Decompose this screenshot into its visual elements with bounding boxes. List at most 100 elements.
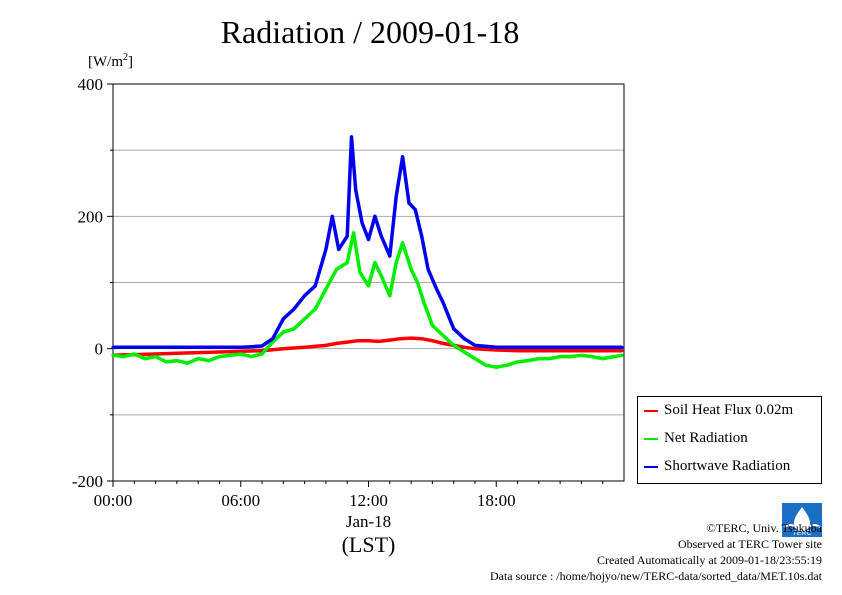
series-point-2: [281, 317, 285, 321]
y-tick-label: 200: [78, 207, 104, 226]
series-point-1: [313, 307, 317, 311]
y-tick-label: 0: [95, 340, 104, 359]
series-point-2: [303, 294, 307, 298]
logo-text: TERC: [792, 530, 811, 537]
series-point-2: [175, 345, 179, 349]
series-point-2: [462, 337, 466, 341]
series-point-1: [303, 317, 307, 321]
legend-label-soil: Soil Heat Flux 0.02m: [664, 402, 794, 418]
series-point-2: [249, 345, 253, 349]
series-point-2: [426, 267, 430, 271]
legend-label-shortwave: Shortwave Radiation: [664, 458, 791, 474]
series-point-0: [281, 347, 285, 351]
series-point-1: [537, 356, 541, 361]
series-point-1: [379, 274, 383, 278]
series-point-2: [537, 345, 541, 349]
series-point-1: [388, 294, 392, 298]
credits-block: ©TERC, Univ. Tsukuba Observed at TERC To…: [490, 520, 822, 584]
series-point-2: [196, 345, 200, 349]
series-point-1: [249, 355, 253, 359]
series-point-2: [494, 345, 498, 349]
series-point-1: [462, 350, 466, 354]
series-point-2: [313, 284, 317, 288]
series-point-2: [349, 135, 354, 139]
series-point-2: [324, 247, 328, 252]
series-point-0: [377, 339, 381, 343]
series-point-2: [388, 254, 392, 258]
unit-close: ]: [128, 54, 133, 70]
series-point-2: [379, 234, 383, 238]
series-point-2: [111, 345, 115, 349]
series-point-2: [330, 214, 334, 218]
series-point-2: [366, 237, 371, 242]
x-date-label: Jan-18: [346, 512, 391, 531]
chart-legend: Soil Heat Flux 0.02m Net Radiation Short…: [637, 396, 822, 484]
series-point-2: [239, 345, 243, 349]
series-point-0: [239, 349, 243, 353]
series-point-0: [462, 345, 466, 349]
series-point-2: [407, 201, 411, 205]
series-point-2: [420, 234, 424, 238]
series-point-0: [537, 349, 541, 353]
series-point-2: [394, 194, 398, 199]
series-point-1: [122, 355, 126, 359]
x-tick-label: 18:00: [477, 491, 516, 510]
series-point-1: [207, 358, 211, 363]
series-point-1: [260, 352, 264, 356]
series-point-1: [620, 353, 624, 357]
series-point-2: [413, 208, 417, 212]
series-point-1: [430, 323, 434, 328]
series-point-1: [239, 352, 243, 356]
series-point-1: [526, 358, 530, 363]
series-point-2: [153, 345, 158, 349]
series-point-1: [345, 261, 349, 265]
series-point-0: [324, 343, 328, 347]
series-point-0: [366, 339, 371, 343]
series-point-1: [334, 267, 339, 271]
credit-copyright: ©TERC, Univ. Tsukuba: [706, 521, 822, 535]
series-point-1: [394, 261, 398, 265]
series-point-0: [620, 349, 624, 353]
series-point-1: [324, 287, 328, 291]
legend-item-net-radiation: Net Radiation: [644, 430, 748, 450]
series-point-1: [547, 356, 552, 361]
series-point-1: [185, 361, 190, 365]
chart-title: Radiation / 2009-01-18: [220, 14, 520, 50]
credit-site: Observed at TERC Tower site: [677, 537, 822, 551]
series-point-1: [558, 355, 562, 359]
series-point-2: [260, 344, 264, 348]
series-point-2: [620, 345, 624, 349]
series-point-1: [153, 355, 158, 359]
series-point-0: [334, 341, 339, 345]
series-point-1: [579, 353, 584, 357]
series-point-2: [345, 234, 349, 238]
series-point-0: [196, 351, 200, 355]
series-point-0: [441, 341, 445, 345]
series-point-1: [175, 358, 179, 363]
series-point-2: [292, 307, 296, 311]
y-tick-label: 400: [78, 75, 104, 94]
series-point-0: [409, 336, 413, 340]
credit-created: Created Automatically at 2009-01-18/23:5…: [597, 553, 822, 567]
series-point-2: [337, 247, 341, 252]
series-point-0: [430, 339, 434, 343]
series-point-2: [435, 287, 439, 291]
series-point-2: [473, 343, 477, 347]
legend-swatch-shortwave: [644, 465, 658, 468]
series-point-0: [420, 337, 424, 341]
series-point-2: [354, 188, 358, 192]
legend-swatch-net: [644, 437, 658, 440]
series-point-1: [281, 330, 285, 334]
series-point-0: [398, 337, 403, 341]
series-point-2: [132, 345, 136, 349]
series-point-0: [356, 339, 360, 343]
series-point-1: [441, 333, 445, 338]
series-point-1: [494, 365, 498, 369]
series-point-0: [473, 347, 477, 351]
series-point-1: [358, 270, 362, 275]
series-point-2: [601, 345, 605, 349]
y-axis-unit-label: [W/m2]: [88, 52, 133, 71]
series-point-1: [143, 356, 147, 361]
series-point-0: [601, 349, 605, 353]
